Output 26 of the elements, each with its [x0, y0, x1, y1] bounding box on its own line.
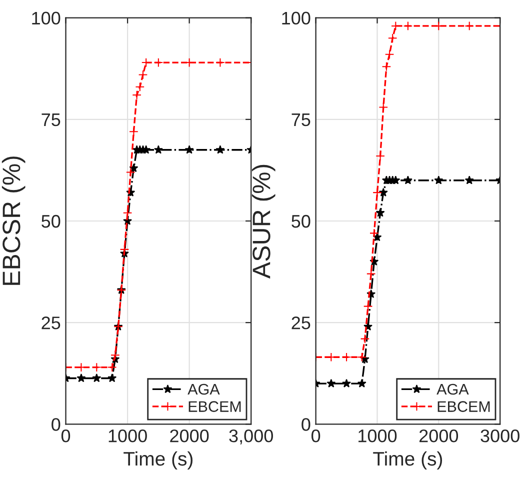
y-axis-title: EBCSR (%)	[2, 156, 26, 285]
y-axis-title: ASUR (%)	[252, 164, 276, 279]
y-tick-label: 50	[292, 214, 310, 228]
y-tick-label: 75	[292, 114, 310, 126]
x-tick-label: 1000	[108, 430, 147, 442]
legend-label: EBCEM	[438, 401, 490, 412]
x-tick-label: 1000	[358, 430, 397, 442]
y-tick-label: 0	[52, 418, 60, 431]
x-axis-title: Time (s)	[124, 451, 192, 470]
y-tick-label: 50	[42, 214, 60, 228]
x-tick-label: 3,000	[229, 430, 273, 444]
y-tick-label: 25	[42, 316, 60, 330]
y-tick-label: 100	[282, 12, 310, 25]
y-tick-label: 75	[42, 114, 60, 126]
legend-label: AGA	[188, 384, 220, 395]
x-tick-label: 0	[61, 430, 70, 442]
x-tick-label: 0	[311, 430, 320, 442]
legend-label: AGA	[436, 384, 469, 395]
x-tick-label: 2000	[170, 430, 209, 442]
legend-label: EBCEM	[188, 401, 241, 412]
x-tick-label: 3000	[480, 430, 520, 442]
y-tick-label: 0	[302, 418, 310, 431]
y-tick-label: 25	[292, 316, 310, 330]
x-tick-label: 2000	[419, 430, 458, 442]
y-tick-label: 100	[32, 12, 60, 25]
x-axis-title: Time (s)	[373, 451, 442, 470]
